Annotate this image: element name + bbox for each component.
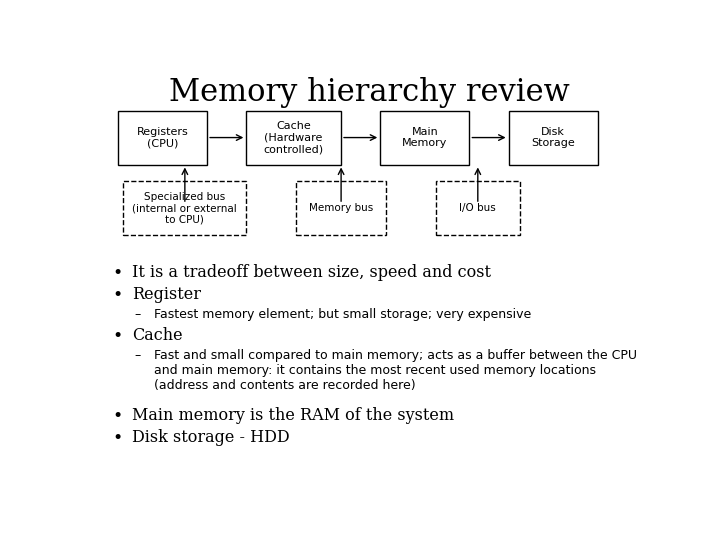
Text: Memory bus: Memory bus <box>309 203 373 213</box>
Text: •: • <box>112 286 122 304</box>
Text: Cache
(Hardware
controlled): Cache (Hardware controlled) <box>264 121 324 154</box>
Text: Fast and small compared to main memory; acts as a buffer between the CPU
and mai: Fast and small compared to main memory; … <box>154 349 637 392</box>
Text: Registers
(CPU): Registers (CPU) <box>137 127 189 148</box>
FancyBboxPatch shape <box>124 181 246 235</box>
Text: Disk storage - HDD: Disk storage - HDD <box>132 429 289 446</box>
Text: I/O bus: I/O bus <box>459 203 496 213</box>
Text: Cache: Cache <box>132 327 182 344</box>
Text: •: • <box>112 265 122 282</box>
FancyBboxPatch shape <box>508 111 598 165</box>
Text: It is a tradeoff between size, speed and cost: It is a tradeoff between size, speed and… <box>132 265 491 281</box>
FancyBboxPatch shape <box>297 181 386 235</box>
Text: Memory hierarchy review: Memory hierarchy review <box>168 77 570 109</box>
Text: Main memory is the RAM of the system: Main memory is the RAM of the system <box>132 407 454 424</box>
FancyBboxPatch shape <box>380 111 469 165</box>
Text: Disk
Storage: Disk Storage <box>531 127 575 148</box>
Text: –: – <box>135 308 141 321</box>
Text: •: • <box>112 429 122 447</box>
Text: –: – <box>135 349 141 362</box>
Text: •: • <box>112 407 122 426</box>
FancyBboxPatch shape <box>246 111 341 165</box>
FancyBboxPatch shape <box>436 181 520 235</box>
Text: Fastest memory element; but small storage; very expensive: Fastest memory element; but small storag… <box>154 308 531 321</box>
Text: Main
Memory: Main Memory <box>402 127 448 148</box>
Text: Register: Register <box>132 286 201 303</box>
FancyBboxPatch shape <box>118 111 207 165</box>
Text: Specialized bus
(internal or external
to CPU): Specialized bus (internal or external to… <box>132 192 237 225</box>
Text: •: • <box>112 327 122 345</box>
